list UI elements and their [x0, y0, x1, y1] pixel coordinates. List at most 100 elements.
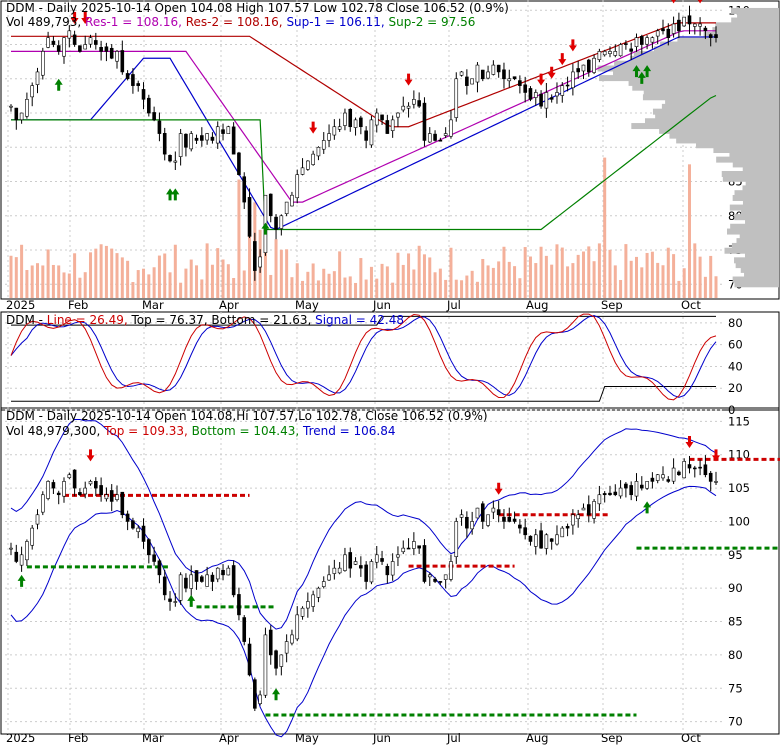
p3-candle: [618, 487, 623, 497]
volume-bar: [322, 268, 326, 298]
volume-bar: [571, 263, 575, 298]
p3-candle: [671, 467, 676, 482]
p3-candle: [412, 541, 416, 549]
volume-bar: [179, 282, 183, 298]
volume-bar: [115, 253, 119, 298]
p3-candle: [602, 493, 607, 496]
p3-candle: [401, 547, 406, 553]
resistance-1-line: [11, 30, 716, 203]
p3-candle: [268, 629, 273, 656]
volume-profile-bar: [729, 204, 779, 211]
p1-candle: [512, 76, 517, 80]
volume-profile-bar: [633, 51, 779, 58]
p1-candle: [56, 45, 61, 52]
volume-profile-bar: [744, 271, 779, 278]
p1-candle: [555, 92, 559, 97]
p3-candle: [295, 614, 300, 640]
p1-candle: [470, 78, 474, 85]
volume-bar: [470, 270, 474, 298]
volume-profile-bar: [745, 218, 779, 225]
p2-y-tick: 80: [728, 316, 743, 330]
p1-candle: [67, 30, 72, 39]
sell-arrow: [671, 0, 676, 4]
p1-candle: [221, 129, 225, 134]
volume-bar: [550, 264, 554, 298]
p1-candle: [226, 126, 231, 134]
volume-bar: [147, 274, 151, 298]
volume-profile-bar: [734, 214, 779, 221]
volume-bar: [163, 253, 167, 298]
volume-bar: [99, 244, 103, 298]
p1-candle: [390, 119, 395, 131]
p3-x-label-Sep: Sep: [601, 731, 623, 745]
volume-profile-bar: [652, 108, 779, 115]
p1-candle: [279, 215, 284, 229]
volume-profile-bar: [732, 161, 779, 168]
p3-candle: [502, 516, 506, 522]
volume-profile-bar: [740, 209, 779, 216]
p2-y-tick: 20: [728, 381, 743, 395]
p3-candle: [237, 594, 241, 616]
p3-candle: [9, 547, 13, 550]
volume-bar: [634, 256, 638, 298]
p3-candle: [687, 464, 692, 469]
p3-candle: [639, 484, 644, 489]
volume-profile-bar: [696, 142, 779, 149]
p1-x-label-May: May: [295, 298, 319, 312]
volume-profile-bar: [659, 127, 779, 134]
volume-bar: [25, 270, 29, 298]
p1-x-label-Sep: Sep: [601, 298, 623, 312]
p3-candle: [46, 481, 50, 499]
p1-candle: [109, 47, 114, 59]
p3-x-label-Feb: Feb: [68, 731, 88, 745]
p3-x-label-Oct: Oct: [681, 731, 701, 745]
volume-profile-bar: [729, 151, 779, 158]
p3-candle: [565, 526, 570, 529]
volume-profile-bar: [731, 242, 779, 249]
p1-candle: [94, 40, 98, 45]
p1-candle: [645, 37, 649, 45]
p1-candle: [168, 155, 172, 162]
p3-y-tick: 105: [728, 481, 750, 495]
p1-candle: [306, 160, 310, 170]
volume-bar: [94, 248, 98, 298]
volume-profile-bar: [731, 17, 779, 24]
p1-candle: [157, 120, 162, 134]
p3-candle: [576, 514, 580, 520]
p3-candle: [136, 527, 141, 533]
volume-bar: [581, 251, 585, 298]
p3-candle: [645, 481, 649, 489]
volume-bar: [14, 257, 18, 298]
volume-bar: [67, 273, 71, 298]
stoch-line: [10, 313, 717, 401]
volume-bar: [316, 280, 320, 298]
volume-bar: [380, 263, 384, 298]
p2-y-tick: 0: [728, 403, 735, 417]
p3-candle: [613, 491, 618, 496]
p1-candle: [242, 176, 247, 203]
volume-bar: [295, 263, 299, 298]
p1-candle: [714, 34, 718, 38]
volume-profile-bar: [660, 41, 779, 48]
volume-profile-bar: [734, 190, 779, 197]
volume-profile-bar: [732, 276, 779, 283]
p3-candle: [364, 564, 368, 582]
p1-candle: [178, 133, 183, 157]
volume-bar: [433, 272, 437, 298]
p1-candle: [449, 119, 453, 137]
p1-candle: [597, 51, 602, 60]
volume-bar: [391, 282, 395, 298]
p3-candle: [242, 617, 247, 642]
p3-candle: [19, 554, 24, 566]
volume-bar: [597, 243, 601, 298]
p1-candle: [433, 133, 437, 141]
volume-bar: [41, 265, 45, 298]
p1-candle: [539, 93, 543, 107]
volume-bar: [587, 246, 591, 298]
p1-candle: [650, 37, 655, 43]
p1-candle: [210, 136, 215, 141]
p3-candle: [666, 479, 671, 482]
buy-arrow: [643, 65, 652, 78]
volume-bar: [603, 157, 607, 298]
volume-profile-bar: [665, 99, 779, 106]
